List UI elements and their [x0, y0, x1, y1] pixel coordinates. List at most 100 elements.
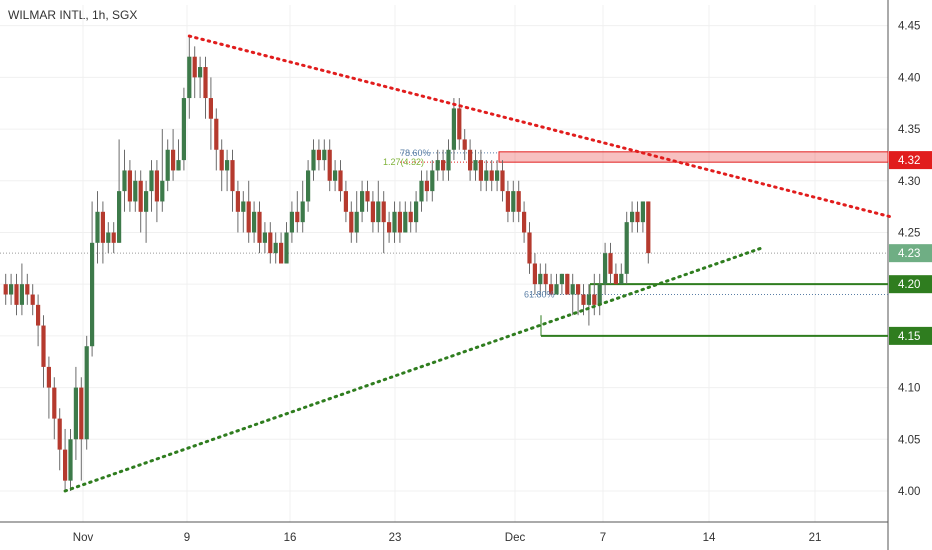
candle-body — [489, 170, 494, 181]
candle-body — [252, 211, 257, 233]
x-tick-label: 21 — [809, 532, 822, 544]
candle-body — [316, 149, 321, 161]
candle-body — [95, 211, 100, 243]
candle-body — [354, 211, 359, 233]
x-tick-label: 9 — [184, 532, 190, 544]
candle-body — [100, 211, 105, 243]
candle-body — [241, 201, 246, 212]
candle-body — [117, 191, 122, 243]
candle-body — [127, 170, 132, 202]
candle-body — [376, 201, 381, 223]
candle-body — [343, 191, 348, 212]
chart-title: WILMAR INTL, 1h, SGX — [8, 8, 138, 22]
candle-body — [397, 211, 402, 233]
candle-body — [154, 170, 159, 202]
candle-body — [149, 170, 154, 192]
candle-body — [171, 149, 176, 171]
candle-body — [160, 180, 165, 202]
candle-body — [273, 242, 278, 254]
candle-body — [52, 387, 57, 419]
price-tag-support — [889, 275, 932, 294]
candle-body — [19, 284, 24, 305]
candle-body — [370, 201, 375, 223]
candle-body — [608, 253, 613, 274]
price-tag-label: 4.20 — [898, 279, 920, 291]
candle-body — [176, 160, 181, 171]
x-tick-label: 14 — [703, 532, 716, 544]
candle-body — [457, 108, 462, 140]
candle-body — [522, 211, 527, 233]
candle-body — [327, 149, 332, 181]
y-tick-label: 4.10 — [898, 383, 920, 395]
candle-body — [360, 191, 365, 212]
candle-body — [646, 201, 651, 254]
candle-body — [640, 201, 645, 223]
candle-body — [576, 284, 581, 295]
y-tick-label: 4.00 — [898, 486, 920, 498]
candle-body — [322, 149, 327, 161]
candle-body — [446, 149, 451, 171]
candle-body — [295, 211, 300, 223]
candle-body — [306, 170, 311, 202]
fib-label: 61.80% — [524, 290, 555, 300]
candle-body — [181, 98, 186, 161]
candle-body — [581, 294, 586, 305]
candle-body — [478, 160, 483, 181]
fib-label: 1.27(4.32) — [383, 157, 424, 167]
candle-body — [630, 211, 635, 223]
candle-body — [133, 180, 138, 202]
x-tick-label: Dec — [505, 532, 526, 544]
candle-body — [84, 346, 89, 440]
price-tag-label: 4.15 — [898, 331, 920, 343]
candle-body — [484, 170, 489, 181]
candle-body — [106, 232, 111, 243]
candle-body — [79, 387, 84, 440]
candle-body — [527, 232, 532, 264]
y-tick-label: 4.45 — [898, 21, 920, 33]
y-tick-label: 4.05 — [898, 434, 920, 446]
candle-body — [538, 273, 543, 285]
candle-body — [279, 242, 284, 264]
candle-body — [214, 118, 219, 150]
candle-body — [225, 160, 230, 171]
candle-body — [192, 56, 197, 78]
candle-body — [495, 170, 500, 181]
candle-body — [122, 170, 127, 192]
candle-body — [603, 253, 608, 285]
candle-body — [235, 191, 240, 212]
candle-body — [111, 232, 116, 243]
candle-body — [198, 67, 203, 78]
candle-body — [635, 211, 640, 223]
ascending-trendline — [63, 246, 764, 493]
candle-body — [381, 201, 386, 223]
x-tick-label: Nov — [73, 532, 94, 544]
x-tick-label: 23 — [389, 532, 402, 544]
candle-body — [57, 418, 62, 450]
candle-body — [349, 211, 354, 233]
candle-body — [338, 170, 343, 192]
candle-body — [435, 160, 440, 171]
candle-body — [570, 284, 575, 295]
candle-body — [468, 149, 473, 171]
candle-body — [262, 232, 267, 243]
candle-body — [208, 98, 213, 119]
candle-body — [424, 180, 429, 192]
candle-body — [532, 263, 537, 285]
candle-body — [230, 160, 235, 192]
candle-body — [586, 294, 591, 305]
candle-body — [619, 273, 624, 285]
y-tick-label: 4.40 — [898, 72, 920, 84]
candle-body — [505, 191, 510, 212]
candle-body — [554, 284, 559, 295]
candle-body — [500, 170, 505, 192]
price-tag-resistance — [889, 151, 932, 170]
candle-body — [300, 201, 305, 223]
candle-body — [68, 439, 73, 481]
x-tick-label: 7 — [600, 532, 606, 544]
candle-body — [408, 211, 413, 223]
candle-body — [246, 201, 251, 233]
price-tag-support — [889, 326, 932, 345]
candle-body — [138, 180, 143, 212]
